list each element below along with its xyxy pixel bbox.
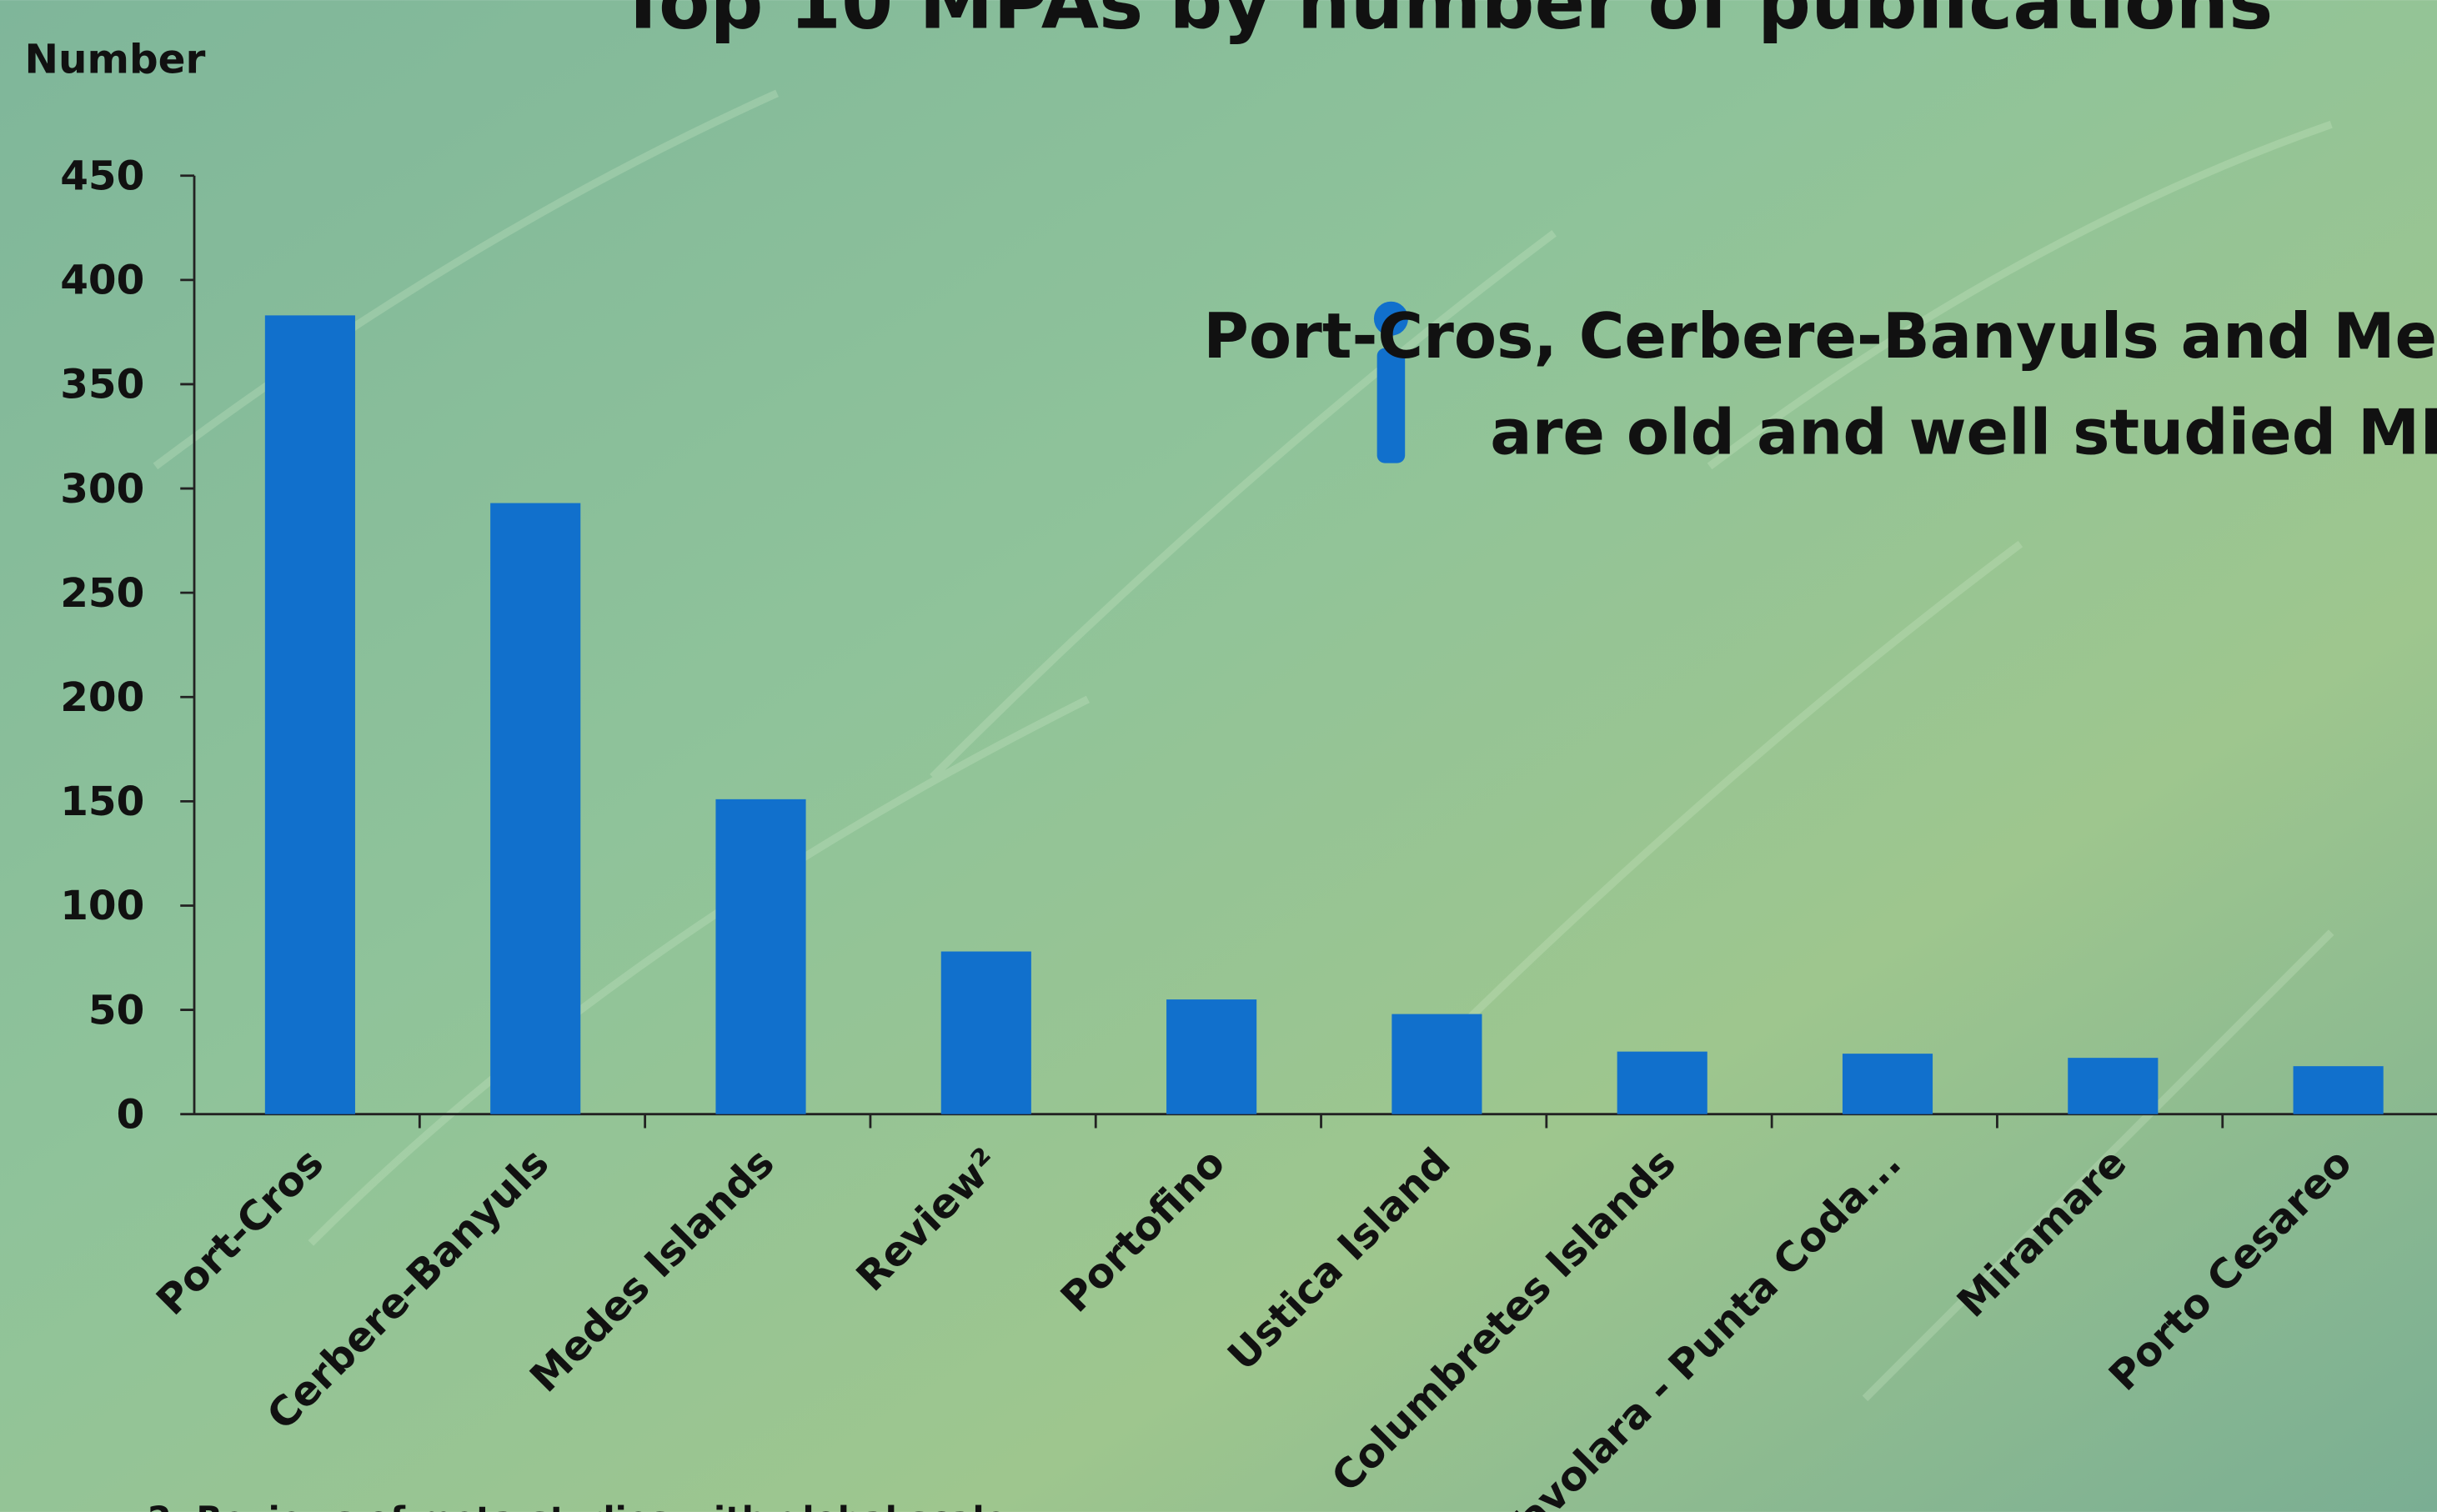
annotation: Port-Cros, Cerbere-Banyuls and Medes Isl… <box>1203 300 2437 469</box>
y-tick-label: 100 <box>60 883 144 929</box>
bar <box>1842 1054 1933 1114</box>
footnote: 2. Reviews of meta-studies with global s… <box>148 1499 1007 1512</box>
y-tick-label: 50 <box>88 987 144 1034</box>
y-axis-title: Number <box>24 37 205 83</box>
seagrass-texture <box>153 89 2334 1402</box>
bar <box>940 951 1031 1114</box>
y-tick-label: 400 <box>60 258 144 304</box>
bar <box>1391 1014 1482 1114</box>
y-tick-label: 0 <box>117 1091 145 1138</box>
info-icon <box>1373 301 1408 463</box>
y-tick-label: 450 <box>60 153 144 200</box>
bar <box>1166 999 1257 1114</box>
chart-title: Top 10 MPAs by number of publications <box>618 0 2274 47</box>
bar <box>2068 1058 2159 1114</box>
bar <box>490 503 581 1114</box>
y-tick-label: 300 <box>60 466 144 513</box>
bar <box>715 799 806 1114</box>
bar <box>2293 1066 2384 1114</box>
y-tick-label: 200 <box>60 674 144 721</box>
y-tick-label: 150 <box>60 779 144 825</box>
bar <box>264 315 355 1114</box>
bar <box>1617 1051 1707 1114</box>
y-tick-label: 250 <box>60 570 144 617</box>
y-tick-label: 350 <box>60 362 144 408</box>
